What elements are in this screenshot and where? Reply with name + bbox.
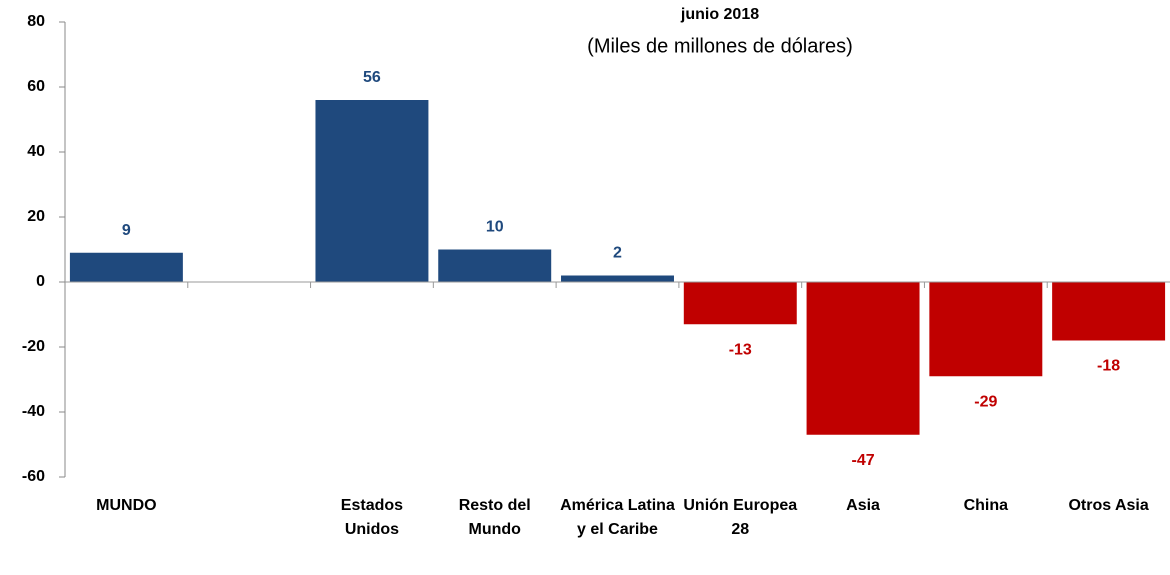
x-tick-label: Asia: [846, 497, 880, 514]
value-label: -47: [851, 452, 874, 469]
value-label: -13: [729, 341, 752, 358]
y-tick-label: 60: [27, 78, 45, 95]
bar: [315, 100, 429, 282]
bar: [1052, 282, 1166, 341]
bar: [683, 282, 797, 325]
bar: [806, 282, 920, 435]
y-tick-label: -40: [22, 403, 45, 420]
bar: [929, 282, 1043, 377]
value-label: 10: [486, 219, 504, 236]
x-tick-label: América Latina y el Caribe: [560, 497, 675, 538]
chart-subtitle: (Miles de millones de dólares): [587, 35, 853, 57]
bar: [438, 249, 552, 282]
y-tick-label: 80: [27, 13, 45, 30]
x-tick-label: China: [963, 497, 1009, 514]
bar: [561, 275, 674, 282]
x-tick-label: MUNDO: [96, 497, 157, 514]
bar: [69, 252, 183, 282]
value-label: -18: [1097, 358, 1120, 375]
chart-title: junio 2018: [680, 6, 759, 23]
y-tick-label: 0: [36, 273, 45, 290]
value-label: -29: [974, 393, 997, 410]
value-label: 2: [613, 245, 622, 262]
x-tick-label: Otros Asia: [1068, 497, 1149, 514]
x-tick-label: Resto del Mundo: [458, 497, 531, 538]
x-tick-label: Unión Europea 28: [683, 497, 798, 538]
y-tick-label: -60: [22, 468, 45, 485]
value-label: 56: [363, 69, 381, 86]
value-label: 9: [122, 222, 131, 239]
y-tick-label: 40: [27, 143, 45, 160]
x-tick-label: Estados Unidos: [340, 497, 404, 538]
y-tick-label: -20: [22, 338, 45, 355]
y-tick-label: 20: [27, 208, 45, 225]
